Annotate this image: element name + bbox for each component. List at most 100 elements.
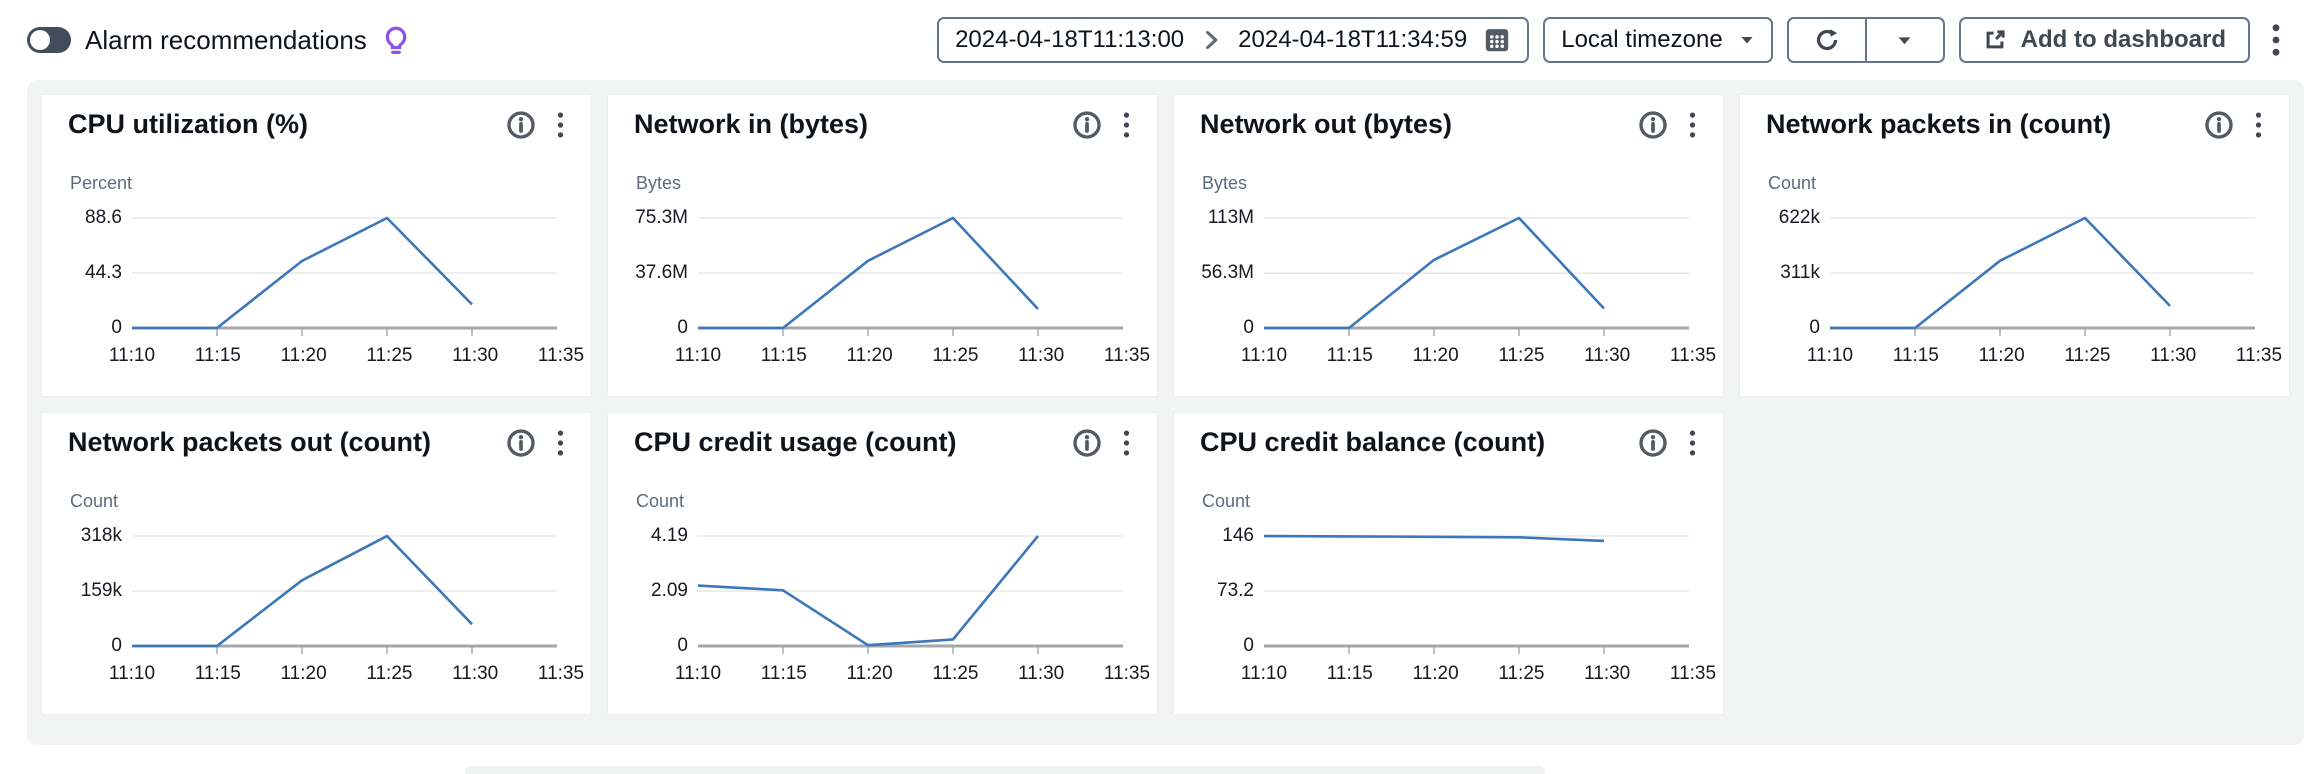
x-tick-label: 11:15 [194, 345, 241, 366]
x-tick-label: 11:30 [2150, 345, 2197, 366]
caret-down-icon [1741, 37, 1753, 44]
chart-menu-icon[interactable] [1688, 111, 1697, 139]
x-tick-label: 11:10 [1806, 345, 1854, 366]
plot-area[interactable]: 11:10 11:15 11:20 11:25 11:30 11:35 [109, 208, 584, 375]
info-icon[interactable] [1072, 428, 1102, 458]
x-tick-label: 11:15 [194, 663, 241, 684]
info-icon[interactable] [1638, 428, 1668, 458]
vertical-ellipsis-icon [2272, 24, 2280, 56]
x-tick-label: 11:10 [1240, 345, 1288, 366]
y-tick-label: 0 [111, 635, 122, 656]
plot-area[interactable]: 11:10 11:15 11:20 11:25 11:30 11:35 [109, 526, 584, 693]
add-to-dashboard-label: Add to dashboard [2020, 26, 2226, 53]
y-axis-unit-label: Count [636, 491, 685, 511]
metric-line-series [697, 535, 1040, 647]
x-tick-label: 11:25 [366, 345, 413, 366]
x-tick-label: 11:20 [846, 345, 893, 366]
x-tick-label: 11:35 [537, 663, 585, 684]
x-tick-label: 11:25 [1498, 345, 1545, 366]
y-axis-unit-label: Bytes [636, 173, 682, 193]
card-actions [2204, 110, 2263, 140]
chart-title: Network in (bytes) [634, 109, 869, 139]
horizontal-scrollbar[interactable] [465, 766, 1545, 774]
plot-area[interactable]: 11:10 11:15 11:20 11:25 11:30 11:35 [1241, 526, 1716, 693]
info-icon[interactable] [2204, 110, 2234, 140]
y-axis-ticks: 88.6 44.3 0 [68, 207, 132, 338]
chart-area: 88.6 44.3 0 11:10 11:15 11:20 11:25 11:30 11:35 [68, 207, 584, 375]
chart-menu-icon[interactable] [556, 429, 565, 457]
x-axis-ticks: 11:10 11:15 11:20 11:25 11:30 11:35 [1241, 663, 1716, 693]
y-tick-label: 113M [1207, 207, 1254, 228]
x-tick-label: 11:35 [1669, 345, 1717, 366]
info-icon[interactable] [506, 110, 536, 140]
date-range-picker[interactable]: 2024-04-18T11:13:00 2024-04-18T11:34:59 [937, 17, 1530, 63]
chart-area: 318k 159k 0 11:10 11:15 11:20 11:25 11:30 11:35 [68, 525, 584, 693]
card-actions [1072, 110, 1131, 140]
card-header: Network out (bytes) [1200, 109, 1697, 140]
chart-menu-icon[interactable] [1122, 111, 1131, 139]
refresh-options-button[interactable] [1864, 17, 1945, 63]
x-tick-label: 11:20 [280, 663, 327, 684]
card-header: CPU credit balance (count) [1200, 427, 1697, 458]
x-tick-label: 11:30 [1018, 345, 1065, 366]
timezone-select[interactable]: Local timezone [1543, 17, 1773, 63]
x-tick-label: 11:25 [2064, 345, 2111, 366]
y-tick-label: 0 [677, 635, 688, 656]
chart-title: CPU credit usage (count) [634, 427, 957, 457]
y-axis-ticks: 318k 159k 0 [68, 525, 132, 656]
refresh-button[interactable] [1786, 17, 1867, 63]
card-actions [1638, 110, 1697, 140]
x-tick-label: 11:25 [932, 663, 979, 684]
x-tick-label: 11:20 [1412, 345, 1459, 366]
card-actions [506, 110, 565, 140]
plot-area[interactable]: 11:10 11:15 11:20 11:25 11:30 11:35 [675, 526, 1150, 693]
card-actions [1072, 428, 1131, 458]
chart-menu-icon[interactable] [556, 111, 565, 139]
page-actions-menu-button[interactable] [2264, 19, 2288, 61]
chart-area: 4.19 2.09 0 11:10 11:15 11:20 11:25 11:30 11:35 [634, 525, 1150, 693]
x-tick-label: 11:30 [1018, 663, 1065, 684]
card-header: Network packets in (count) [1766, 109, 2263, 140]
info-icon[interactable] [1638, 110, 1668, 140]
chart-title: Network packets in (count) [1766, 109, 2112, 139]
x-tick-label: 11:20 [1412, 663, 1459, 684]
lightbulb-icon [385, 26, 407, 54]
y-axis-unit-label: Bytes [1202, 173, 1248, 193]
chart-area: 75.3M 37.6M 0 11:10 11:15 11:20 11:25 11:30 11:… [634, 207, 1150, 375]
plot-area[interactable]: 11:10 11:15 11:20 11:25 11:30 11:35 [1241, 208, 1716, 375]
y-tick-label: 146 [1222, 525, 1254, 546]
chart-title: CPU credit balance (count) [1200, 427, 1546, 457]
x-tick-label: 11:15 [760, 663, 807, 684]
x-tick-label: 11:35 [537, 345, 585, 366]
calendar-icon [1486, 29, 1509, 52]
alarm-recommendations-label: Alarm recommendations [85, 24, 367, 55]
y-tick-label: 622k [1778, 207, 1820, 228]
metric-card: Network out (bytes) [1173, 94, 1724, 397]
x-tick-label: 11:35 [1669, 663, 1717, 684]
alarm-recommendations-toggle[interactable] [27, 27, 71, 53]
x-tick-label: 11:35 [1103, 663, 1151, 684]
add-to-dashboard-button[interactable]: Add to dashboard [1958, 17, 2250, 63]
chart-menu-icon[interactable] [1122, 429, 1131, 457]
plot-area[interactable]: 11:10 11:15 11:20 11:25 11:30 11:35 [1807, 208, 2282, 375]
plot-area[interactable]: 11:10 11:15 11:20 11:25 11:30 11:35 [675, 208, 1150, 375]
y-tick-label: 2.09 [651, 580, 688, 602]
chart-title: Network packets out (count) [68, 427, 432, 457]
y-tick-label: 0 [1243, 635, 1254, 656]
info-icon[interactable] [1072, 110, 1102, 140]
y-tick-label: 4.19 [651, 525, 688, 546]
x-axis-ticks: 11:10 11:15 11:20 11:25 11:30 11:35 [109, 663, 584, 693]
x-tick-label: 11:20 [280, 345, 327, 366]
x-tick-label: 11:20 [846, 663, 893, 684]
metric-line-series [1264, 216, 1605, 330]
x-tick-label: 11:10 [108, 663, 156, 684]
chart-menu-icon[interactable] [1688, 429, 1697, 457]
x-axis-ticks: 11:10 11:15 11:20 11:25 11:30 11:35 [675, 663, 1150, 693]
info-icon[interactable] [506, 428, 536, 458]
x-tick-label: 11:20 [1978, 345, 2025, 366]
x-tick-label: 11:25 [1498, 663, 1545, 684]
metric-card: Network packets in (count) [1739, 94, 2290, 397]
chart-menu-icon[interactable] [2254, 111, 2263, 139]
x-tick-label: 11:25 [932, 345, 979, 366]
metric-line-series [698, 216, 1039, 330]
